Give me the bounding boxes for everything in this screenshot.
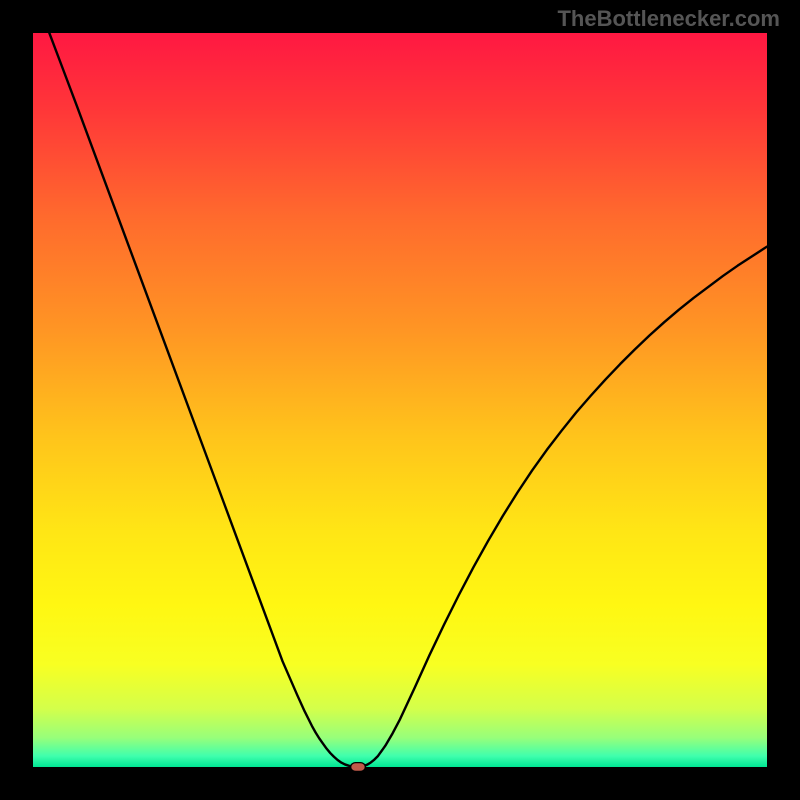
bottleneck-curve	[33, 33, 767, 767]
curve-layer	[33, 33, 767, 767]
minimum-marker	[350, 762, 366, 772]
plot-area	[33, 33, 767, 767]
watermark-text: TheBottlenecker.com	[557, 6, 780, 32]
chart-frame: TheBottlenecker.com	[0, 0, 800, 800]
